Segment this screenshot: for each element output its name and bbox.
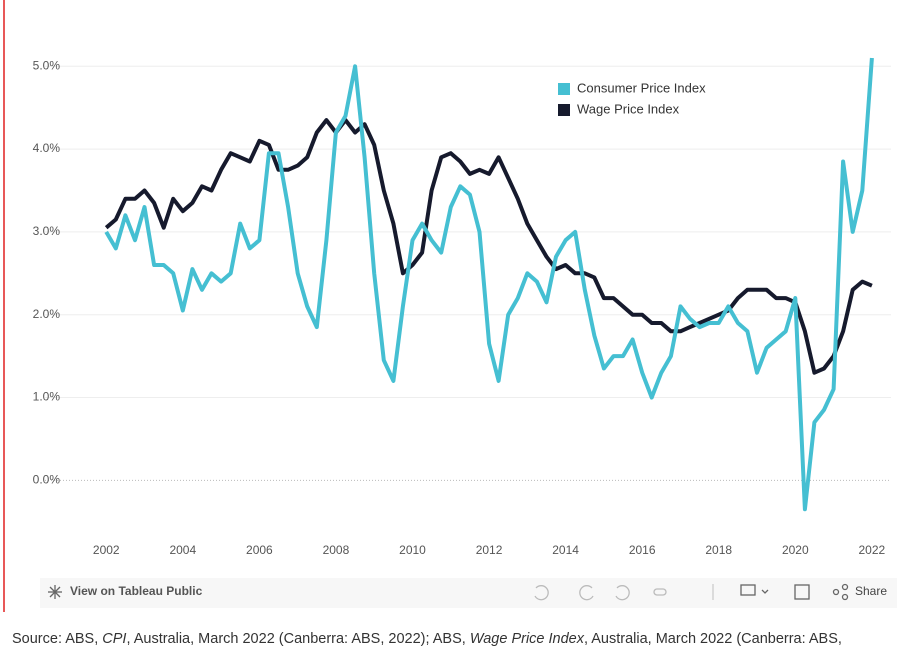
series-line xyxy=(104,57,874,512)
source-text: Wage Price Index xyxy=(469,631,584,647)
source-text: , Australia, March 2022 (Canberra: ABS, … xyxy=(126,631,470,647)
x-tick-label: 2006 xyxy=(246,543,273,557)
x-tick-label: 2014 xyxy=(552,543,579,557)
source-text: , Australia, March 2022 (Canberra: ABS, xyxy=(584,631,842,647)
x-tick-label: 2002 xyxy=(93,543,120,557)
y-tick-label: 2.0% xyxy=(33,307,61,321)
source-text: CPI xyxy=(102,631,127,647)
y-tick-label: 0.0% xyxy=(33,472,61,486)
toolbar-icons xyxy=(534,583,849,601)
series-line xyxy=(104,118,873,375)
legend-swatch xyxy=(558,83,570,95)
legend-label: Consumer Price Index xyxy=(577,80,706,95)
chart: View on Tableau Public Share 0.0% 1.0% 2.0… xyxy=(3,0,897,612)
source-note: Source: ABS, CPI, Australia, March 2022 … xyxy=(12,631,842,647)
legend-label: Wage Price Index xyxy=(577,101,680,116)
x-tick-label: 2012 xyxy=(476,543,503,557)
view-link[interactable]: View on Tableau Public xyxy=(70,584,203,598)
y-tick-label: 4.0% xyxy=(33,141,61,155)
x-tick-label: 2004 xyxy=(169,543,196,557)
x-tick-label: 2020 xyxy=(782,543,809,557)
tableau-icon xyxy=(48,585,62,599)
x-tick-label: 2016 xyxy=(629,543,656,557)
x-tick-label: 2018 xyxy=(705,543,732,557)
legend-swatch xyxy=(558,104,570,116)
toolbar xyxy=(40,578,897,608)
x-tick-label: 2010 xyxy=(399,543,426,557)
y-tick-label: 5.0% xyxy=(33,58,61,72)
source-text: Source: ABS, xyxy=(12,631,103,647)
share-button[interactable]: Share xyxy=(855,584,887,598)
x-tick-label: 2022 xyxy=(859,543,886,557)
y-tick-label: 1.0% xyxy=(33,390,61,404)
x-tick-label: 2008 xyxy=(323,543,350,557)
y-tick-label: 3.0% xyxy=(33,224,61,238)
